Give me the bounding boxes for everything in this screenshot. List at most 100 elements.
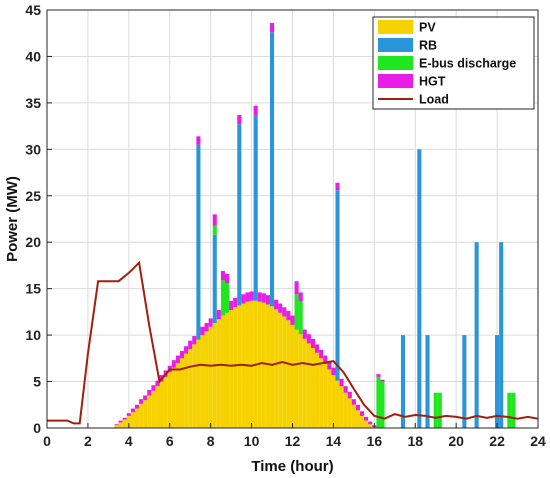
- bar-hgt: [208, 318, 213, 327]
- bar-hgt: [204, 323, 209, 332]
- bar-rb: [400, 335, 406, 428]
- y-tick-label: 15: [25, 281, 41, 297]
- y-tick-label: 0: [33, 420, 41, 436]
- legend: PV RB E-bus discharge HGT Load: [372, 16, 535, 110]
- legend-label-e-bus-discharge: E-bus discharge: [419, 57, 516, 71]
- bar-hgt: [257, 292, 262, 302]
- bar-pv: [298, 334, 303, 428]
- legend-label-load: Load: [419, 93, 449, 107]
- bar-hgt: [241, 294, 246, 304]
- bar-hgt: [261, 293, 266, 303]
- x-tick-label: 20: [448, 433, 464, 449]
- bar-hgt: [122, 417, 127, 420]
- bar-pv: [278, 312, 283, 428]
- bar-pv: [175, 362, 180, 428]
- bar-rb: [474, 242, 479, 428]
- bar-hgt: [212, 214, 217, 226]
- bar-pv: [237, 305, 242, 428]
- bar-rb: [335, 190, 340, 381]
- bar-pv: [171, 367, 176, 428]
- bar-pv: [310, 348, 315, 428]
- bar-pv: [319, 358, 324, 428]
- bar-hgt: [139, 399, 144, 404]
- bar-hgt: [134, 404, 140, 409]
- bar-pv: [335, 380, 340, 428]
- bar-hgt: [229, 300, 234, 311]
- y-tick-label: 20: [25, 234, 41, 250]
- bar-e-bus-discharge: [212, 225, 217, 235]
- bar-pv: [294, 329, 299, 428]
- bar-hgt: [351, 399, 356, 405]
- x-tick-label: 10: [244, 433, 260, 449]
- bar-hgt: [368, 421, 373, 425]
- bar-pv: [151, 390, 156, 428]
- bar-pv: [130, 412, 135, 428]
- bar-hgt: [274, 299, 279, 310]
- bar-hgt: [237, 114, 242, 125]
- bar-hgt: [265, 295, 270, 305]
- bar-hgt: [224, 273, 230, 284]
- bar-hgt: [184, 346, 189, 354]
- bar-pv: [200, 335, 205, 428]
- bar-pv: [122, 419, 127, 428]
- x-tick-label: 24: [530, 433, 546, 449]
- bar-pv: [364, 420, 369, 428]
- y-tick-label: 25: [25, 188, 41, 204]
- bar-pv: [114, 425, 119, 428]
- load-line: [47, 260, 539, 425]
- bar-e-bus-discharge: [224, 283, 230, 313]
- bar-hgt: [151, 385, 156, 391]
- bar-pv: [368, 424, 373, 428]
- bar-e-bus-discharge: [298, 301, 303, 335]
- x-tick-label: 0: [43, 433, 51, 449]
- bar-rb: [270, 32, 275, 307]
- bar-pv: [126, 415, 131, 428]
- bar-pv: [306, 343, 311, 428]
- bar-pv: [355, 410, 361, 428]
- bar-hgt: [130, 408, 135, 413]
- bar-pv: [220, 315, 225, 428]
- bar-pv: [118, 422, 123, 428]
- bar-hgt: [155, 380, 160, 387]
- bar-pv: [188, 349, 193, 428]
- bar-pv: [315, 352, 320, 428]
- bar-hgt: [323, 355, 328, 364]
- bar-hgt: [327, 361, 332, 370]
- bar-pv: [257, 301, 262, 428]
- bar-pv: [134, 408, 140, 428]
- bar-hgt: [302, 329, 307, 339]
- bar-hgt: [294, 281, 299, 295]
- bar-pv: [274, 309, 279, 428]
- bar-hgt: [192, 336, 197, 345]
- x-tick-label: 18: [407, 433, 423, 449]
- bar-hgt: [364, 416, 369, 421]
- bar-pv: [155, 386, 160, 428]
- legend-label-pv: PV: [419, 21, 436, 35]
- bar-hgt: [331, 367, 336, 376]
- y-tick-label: 45: [25, 2, 41, 18]
- bar-pv: [167, 372, 172, 428]
- bar-pv: [343, 392, 348, 428]
- bar-pv: [216, 319, 221, 428]
- bar-hgt: [319, 349, 324, 359]
- bar-hgt: [282, 307, 287, 317]
- bar-rb: [499, 242, 504, 428]
- bar-pv: [159, 381, 164, 428]
- bar-hgt: [360, 411, 365, 416]
- bar-e-bus-discharge: [511, 392, 516, 428]
- x-tick-label: 12: [285, 433, 301, 449]
- bar-pv: [212, 323, 217, 428]
- bar-hgt: [253, 105, 258, 115]
- bar-hgt: [200, 326, 205, 336]
- x-tick-label: 14: [326, 433, 342, 449]
- legend-swatch-rb: [378, 38, 413, 52]
- bar-hgt: [343, 386, 348, 393]
- bar-pv: [327, 369, 332, 428]
- bar-hgt: [179, 350, 185, 359]
- bar-pv: [351, 404, 356, 428]
- bar-pv: [204, 331, 209, 428]
- legend-label-rb: RB: [419, 39, 437, 53]
- bar-hgt: [380, 379, 385, 382]
- bar-pv: [179, 358, 185, 428]
